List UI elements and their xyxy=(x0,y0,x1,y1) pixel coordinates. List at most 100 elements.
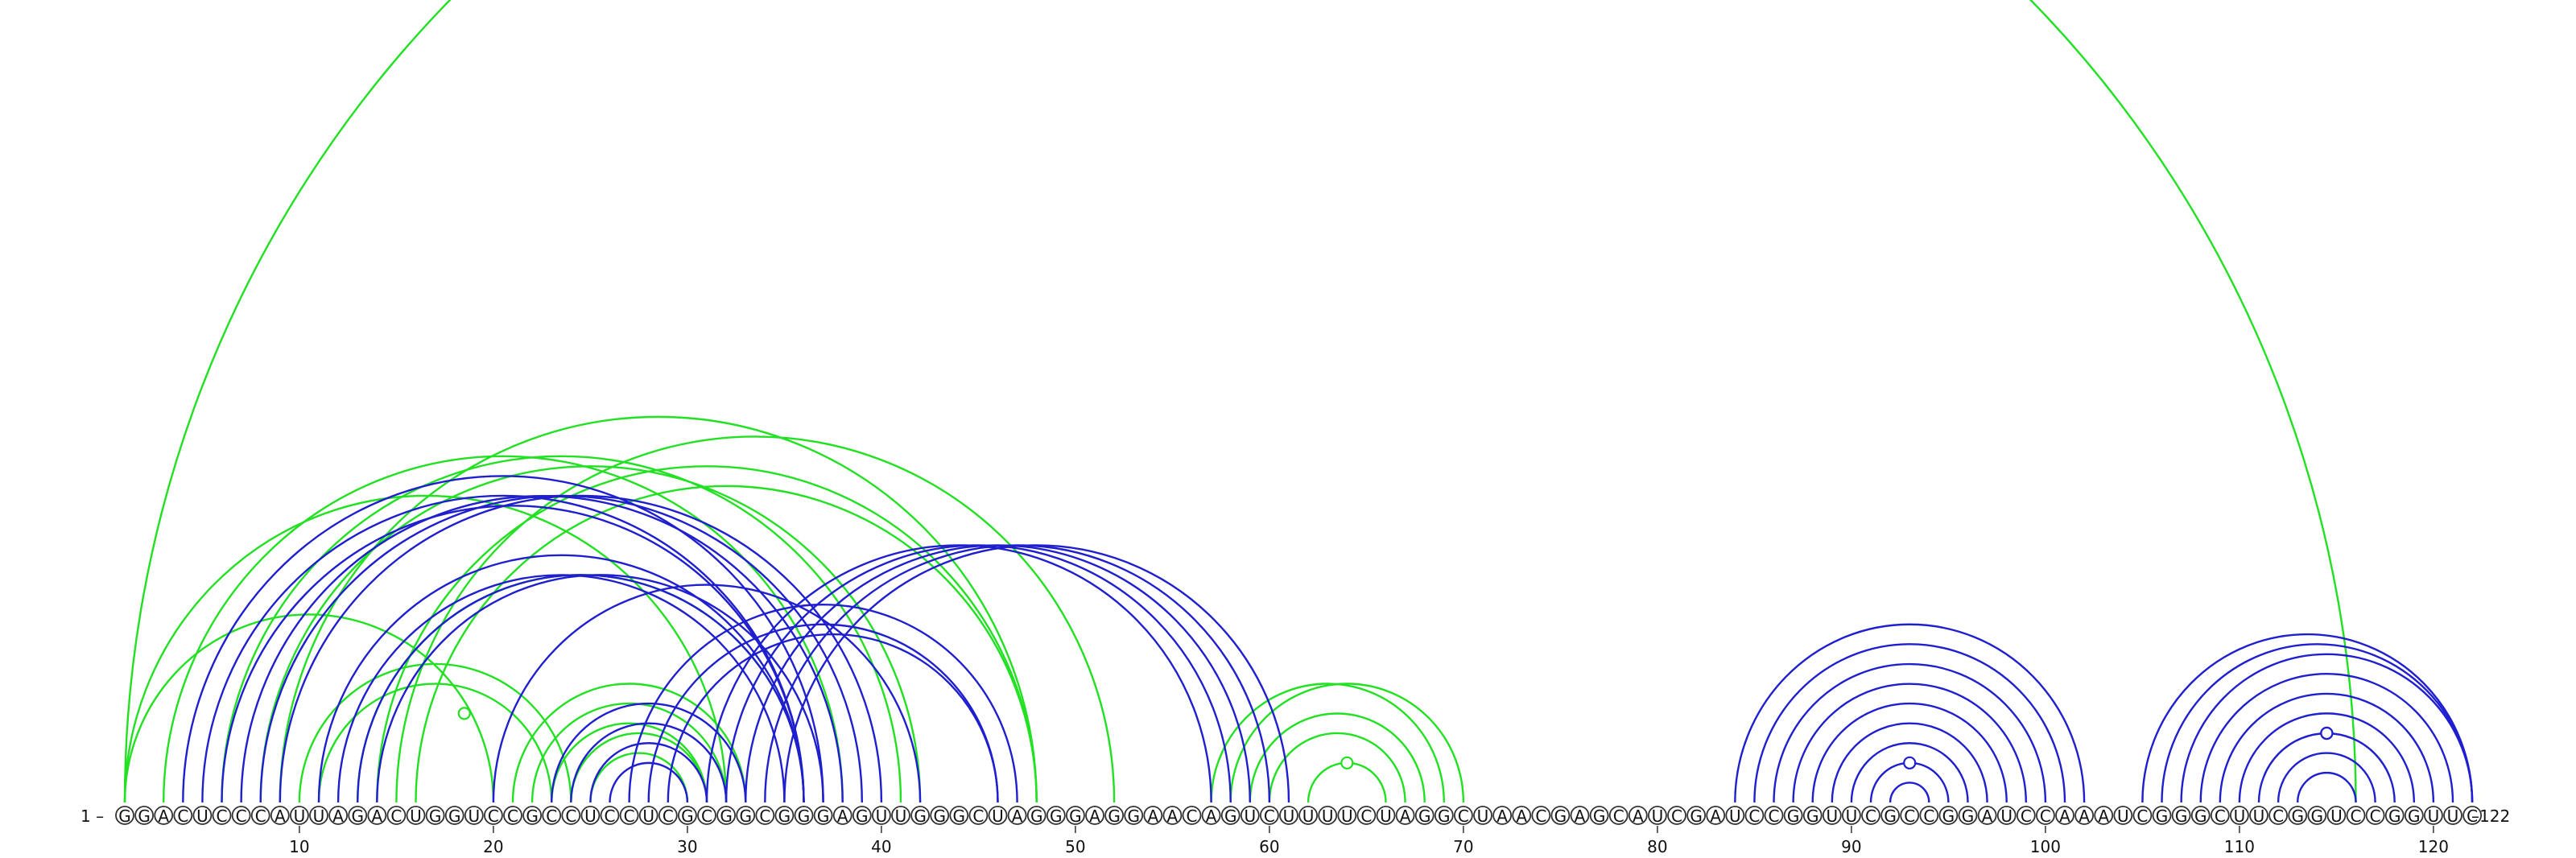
nucleotide: G xyxy=(115,806,134,826)
nucleotide-letter: C xyxy=(1613,806,1624,826)
nucleotide-circle xyxy=(561,806,581,825)
nucleotide: C xyxy=(1919,806,1939,826)
nucleotide-letter: U xyxy=(2234,806,2246,826)
nucleotide-letter: C xyxy=(663,806,674,826)
nucleotide-circle xyxy=(1550,806,1571,825)
nucleotide-circle xyxy=(484,806,503,825)
nucleotide-circle xyxy=(1007,806,1027,825)
nucleotide-letter: A xyxy=(2059,806,2070,826)
nucleotide-circle xyxy=(1143,806,1163,825)
nucleotide: U xyxy=(1996,806,2017,826)
blue-base-pair-arc xyxy=(1753,643,2066,803)
nucleotide-circle xyxy=(813,806,833,825)
nucleotide-circle xyxy=(1958,806,1978,825)
nucleotide: C xyxy=(1900,806,1920,826)
nucleotide: A xyxy=(270,806,290,826)
blue-base-pair-arc xyxy=(2180,653,2474,803)
nucleotide: C xyxy=(386,806,407,826)
nucleotide: G xyxy=(949,806,969,826)
nucleotide-letter: U xyxy=(2428,806,2440,826)
nucleotide: U xyxy=(1822,806,1842,826)
blue-base-pair-arc xyxy=(201,494,805,803)
nucleotide-letter: C xyxy=(1458,806,1469,826)
nucleotide-circle xyxy=(2346,806,2366,825)
nucleotide: G xyxy=(522,806,542,826)
nucleotide-circle xyxy=(2016,806,2036,825)
nucleotide: U xyxy=(309,806,328,826)
nucleotide-circle xyxy=(1919,806,1939,825)
nucleotide-circle xyxy=(2094,806,2114,825)
nucleotide-letter: G xyxy=(933,806,946,826)
green-base-pair-arc xyxy=(415,485,1038,803)
nucleotide-circle xyxy=(794,806,814,825)
nucleotide-circle xyxy=(1026,806,1046,825)
nucleotide-circle xyxy=(542,806,562,825)
nucleotide-letter: C xyxy=(2467,806,2478,826)
nucleotide-circle xyxy=(1900,806,1920,825)
nucleotide-letter: A xyxy=(275,806,286,826)
nucleotide: U xyxy=(2113,806,2133,826)
nucleotide-letter: U xyxy=(876,806,888,826)
nucleotide-circle xyxy=(1667,806,1686,825)
blue-base-pair-arc xyxy=(667,633,999,803)
nucleotide: C xyxy=(658,806,678,826)
nucleotide-letter: C xyxy=(507,806,518,826)
nucleotide-letter: A xyxy=(2079,806,2090,826)
nucleotide-circle xyxy=(1376,806,1396,825)
nucleotide-letter: C xyxy=(701,806,712,826)
nucleotide-letter: A xyxy=(1982,806,1993,826)
nucleotide-circle xyxy=(1434,806,1454,825)
nucleotide: G xyxy=(1783,806,1803,826)
nucleotide: A xyxy=(1007,806,1027,826)
nucleotide: G xyxy=(2190,806,2211,826)
nucleotide-letter: G xyxy=(1127,806,1140,826)
nucleotide-circle xyxy=(1046,806,1066,825)
nucleotide: U xyxy=(1318,806,1338,826)
nucleotide: G xyxy=(2404,806,2424,826)
nucleotide-circle xyxy=(1996,806,2017,825)
nucleotide: G xyxy=(1220,806,1241,826)
blue-base-pair-arc xyxy=(628,603,1018,803)
nucleotide-letter: U xyxy=(1244,806,1256,826)
blue-base-pair-arc xyxy=(259,494,863,803)
nucleotide: U xyxy=(580,806,601,826)
nucleotide-letter: C xyxy=(972,806,984,826)
blue-base-pair-arc xyxy=(609,761,689,803)
nucleotide: C xyxy=(503,806,522,826)
nucleotide: A xyxy=(2055,806,2074,826)
nucleotide-letter: A xyxy=(2098,806,2109,826)
nucleotide-letter: U xyxy=(1302,806,1315,826)
nucleotide-letter: G xyxy=(1030,806,1043,826)
nucleotide-circle xyxy=(2307,806,2327,825)
nucleotide-circle xyxy=(115,806,134,825)
nucleotide-circle xyxy=(755,806,775,825)
nucleotide: U xyxy=(988,806,1008,826)
nucleotide-letter: G xyxy=(1050,806,1063,826)
blue-base-pair-arc xyxy=(221,505,805,803)
nucleotide-letter: G xyxy=(2175,806,2188,826)
nucleotide-circle xyxy=(1124,806,1144,825)
nucleotide: G xyxy=(736,806,756,826)
nucleotide-circle xyxy=(988,806,1008,825)
nucleotide-letter: C xyxy=(1671,806,1682,826)
nucleotide: A xyxy=(2074,806,2095,826)
nucleotide: A xyxy=(367,806,387,826)
nucleotide-circle xyxy=(386,806,407,825)
green-base-pair-arc xyxy=(530,702,728,803)
nucleotide-letter: G xyxy=(1108,806,1121,826)
arcs-layer xyxy=(123,0,2474,803)
blue-base-pair-arc xyxy=(1792,683,2027,803)
tick-label: 90 xyxy=(1841,837,1861,856)
nucleotide-letter: C xyxy=(1360,806,1372,826)
nucleotide: G xyxy=(444,806,464,826)
position-axis: 10 20 30 40 50 60 70 80 90 100 110 120 xyxy=(289,826,2449,856)
nucleotide: A xyxy=(1162,806,1183,826)
nucleotide-circle xyxy=(580,806,601,825)
nucleotide: C xyxy=(2016,806,2036,826)
nucleotide-letter: G xyxy=(2291,806,2304,826)
nucleotide-letter: C xyxy=(488,806,499,826)
nucleotide-letter: U xyxy=(1380,806,1392,826)
nucleotide: C xyxy=(1260,806,1279,826)
sequence-start-label: 1 – xyxy=(80,806,104,826)
